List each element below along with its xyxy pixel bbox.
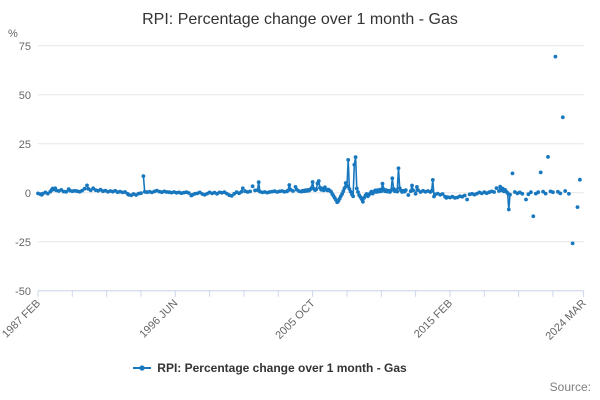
data-point[interactable] bbox=[380, 181, 385, 186]
data-point[interactable] bbox=[558, 191, 563, 196]
x-axis-tick-label: 1996 JUN bbox=[137, 297, 180, 340]
data-point[interactable] bbox=[186, 191, 191, 195]
source-label: Source: bbox=[549, 380, 591, 394]
data-point[interactable] bbox=[462, 193, 467, 198]
series-segment bbox=[352, 164, 356, 197]
data-point[interactable] bbox=[520, 191, 525, 196]
data-point[interactable] bbox=[229, 194, 234, 198]
data-point[interactable] bbox=[352, 162, 357, 167]
data-point[interactable] bbox=[440, 192, 445, 196]
data-point[interactable] bbox=[567, 191, 571, 196]
data-point[interactable] bbox=[346, 158, 351, 162]
data-point[interactable] bbox=[563, 189, 568, 193]
data-point[interactable] bbox=[536, 190, 541, 195]
data-point[interactable] bbox=[570, 241, 575, 246]
legend-label: RPI: Percentage change over 1 month - Ga… bbox=[157, 361, 407, 375]
data-point[interactable] bbox=[353, 155, 358, 160]
data-point[interactable] bbox=[354, 186, 359, 191]
y-axis-tick-label: -25 bbox=[15, 237, 31, 249]
x-axis-tick-label: 1987 FEB bbox=[0, 297, 43, 340]
data-point[interactable] bbox=[524, 197, 528, 202]
data-point[interactable] bbox=[410, 183, 414, 188]
data-point[interactable] bbox=[465, 197, 469, 202]
legend-item-gas[interactable]: RPI: Percentage change over 1 month - Ga… bbox=[133, 361, 407, 375]
data-point[interactable] bbox=[287, 183, 292, 187]
data-point[interactable] bbox=[506, 207, 511, 212]
chart-title: RPI: Percentage change over 1 month - Ga… bbox=[142, 11, 458, 28]
y-axis-tick-label: 25 bbox=[19, 139, 31, 151]
series-segment bbox=[508, 194, 511, 210]
data-point[interactable] bbox=[291, 189, 295, 193]
data-point[interactable] bbox=[415, 185, 419, 189]
data-point[interactable] bbox=[341, 189, 346, 194]
data-point[interactable] bbox=[508, 192, 512, 197]
data-point[interactable] bbox=[494, 186, 499, 191]
data-point[interactable] bbox=[430, 178, 435, 182]
data-point[interactable] bbox=[529, 190, 533, 195]
legend: RPI: Percentage change over 1 month - Ga… bbox=[0, 361, 570, 375]
data-point[interactable] bbox=[248, 189, 253, 194]
data-point[interactable] bbox=[82, 186, 87, 191]
data-point[interactable] bbox=[553, 54, 558, 59]
data-point[interactable] bbox=[403, 188, 408, 193]
y-axis-tick-label: 0 bbox=[25, 188, 31, 200]
data-point[interactable] bbox=[343, 181, 348, 185]
y-axis-tick-label: -50 bbox=[15, 286, 31, 298]
data-point[interactable] bbox=[316, 179, 321, 183]
x-axis-tick-label: 2015 FEB bbox=[412, 297, 455, 340]
data-point[interactable] bbox=[578, 177, 582, 182]
data-point[interactable] bbox=[141, 174, 146, 179]
legend-series-marker-icon bbox=[133, 365, 152, 371]
data-point[interactable] bbox=[546, 155, 550, 159]
series-segment bbox=[397, 168, 401, 189]
data-point[interactable] bbox=[314, 187, 319, 192]
data-point[interactable] bbox=[240, 186, 245, 191]
x-axis-tick-label: 2005 OCT bbox=[273, 297, 318, 342]
data-point[interactable] bbox=[406, 193, 411, 197]
data-point[interactable] bbox=[310, 180, 315, 184]
y-axis-tick-label: 50 bbox=[19, 90, 31, 102]
data-point[interactable] bbox=[543, 191, 548, 196]
y-axis-unit-label: % bbox=[8, 28, 18, 40]
data-point[interactable] bbox=[139, 191, 143, 196]
x-axis-tick-label: 2024 MAR bbox=[543, 297, 588, 342]
data-point[interactable] bbox=[575, 205, 580, 210]
data-point[interactable] bbox=[345, 184, 349, 189]
data-point[interactable] bbox=[429, 189, 434, 193]
series-segment bbox=[347, 159, 351, 189]
data-point[interactable] bbox=[551, 190, 555, 195]
data-point[interactable] bbox=[256, 180, 261, 185]
data-point[interactable] bbox=[356, 190, 360, 194]
data-point[interactable] bbox=[250, 184, 255, 189]
data-point[interactable] bbox=[560, 115, 565, 120]
data-point[interactable] bbox=[538, 170, 543, 175]
data-point[interactable] bbox=[390, 176, 395, 181]
data-point[interactable] bbox=[361, 199, 365, 204]
y-axis-tick-label: 75 bbox=[19, 41, 31, 53]
data-point[interactable] bbox=[64, 189, 69, 194]
data-point[interactable] bbox=[85, 183, 89, 188]
data-point[interactable] bbox=[413, 191, 418, 196]
data-point[interactable] bbox=[396, 166, 401, 171]
series-segment bbox=[354, 157, 358, 189]
data-point[interactable] bbox=[351, 194, 355, 199]
series-segment bbox=[142, 176, 146, 192]
data-point[interactable] bbox=[239, 189, 244, 194]
data-point[interactable] bbox=[492, 190, 496, 194]
data-point[interactable] bbox=[411, 188, 416, 193]
data-point[interactable] bbox=[395, 189, 400, 194]
data-point[interactable] bbox=[531, 214, 536, 219]
data-point[interactable] bbox=[510, 171, 515, 176]
